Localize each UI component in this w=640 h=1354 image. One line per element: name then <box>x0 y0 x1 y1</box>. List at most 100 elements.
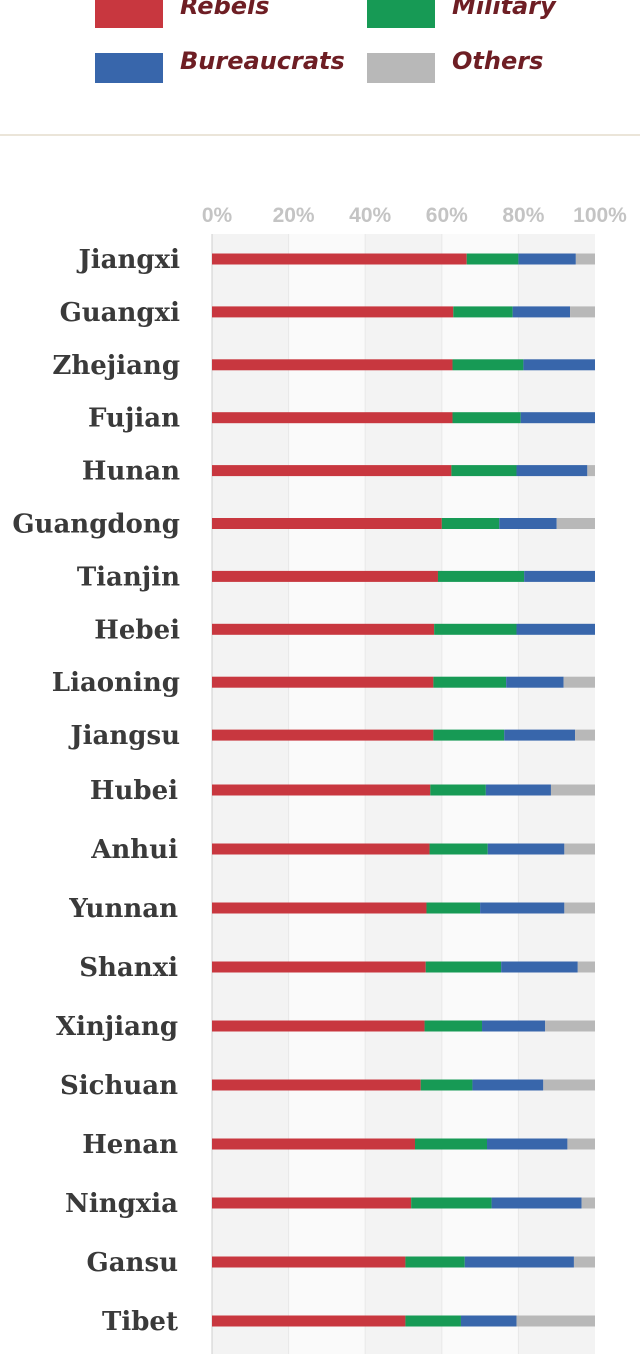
bar-segment-bureaucrats <box>524 570 595 582</box>
legend-swatch-rebels <box>95 0 163 28</box>
bar-segment-others <box>581 1197 595 1209</box>
bar-segment-others <box>550 784 595 796</box>
bar-segment-rebels <box>212 1079 421 1091</box>
legend-swatch-bureaucrats <box>95 53 163 83</box>
category-label: Ningxia <box>65 1189 178 1219</box>
bar-segment-military <box>420 1079 473 1091</box>
bar-segment-rebels <box>212 784 431 796</box>
category-label: Hebei <box>94 615 180 645</box>
bar-segment-others <box>563 676 595 688</box>
bar-segment-rebels <box>212 518 442 529</box>
bar-segment-others <box>567 1138 595 1150</box>
bar-segment-military <box>441 518 500 529</box>
bar-segment-military <box>405 1256 465 1268</box>
bar-segment-others <box>575 253 595 265</box>
bar-segment-rebels <box>212 1020 425 1032</box>
category-label: Tibet <box>102 1307 178 1337</box>
bar-segment-bureaucrats <box>485 784 551 796</box>
bar-segment-bureaucrats <box>482 1020 546 1032</box>
bar-segment-rebels <box>212 306 454 318</box>
bar-segment-bureaucrats <box>506 676 564 688</box>
x-tick-label: 40% <box>349 204 391 227</box>
grid-band <box>212 762 289 1354</box>
bar-segment-bureaucrats <box>464 1256 574 1268</box>
bar-segment-military <box>466 253 519 265</box>
bar-segment-military <box>434 623 517 635</box>
bar-segment-rebels <box>212 570 438 582</box>
category-label: Shanxi <box>79 953 178 983</box>
bar-segment-military <box>452 412 521 424</box>
legend-label-military: Military <box>452 0 556 20</box>
bar-segment-others <box>545 1020 595 1032</box>
bar-segment-bureaucrats <box>501 961 578 973</box>
grid-band <box>518 762 595 1354</box>
bar-segment-rebels <box>212 253 467 265</box>
category-label: Jiangsu <box>68 721 180 751</box>
bar-segment-military <box>451 465 517 477</box>
category-label: Yunnan <box>68 894 178 924</box>
bar-segment-bureaucrats <box>460 1315 517 1327</box>
bar-segment-bureaucrats <box>512 306 571 318</box>
bar-segment-rebels <box>212 623 435 635</box>
bar-segment-rebels <box>212 465 452 477</box>
bar-segment-bureaucrats <box>523 359 595 371</box>
bar-segment-bureaucrats <box>472 1079 544 1091</box>
grid-band <box>365 762 442 1354</box>
grid-band <box>441 234 519 762</box>
legend-divider <box>0 134 640 136</box>
bar-segment-bureaucrats <box>520 412 595 424</box>
bar-segment-others <box>516 1315 595 1327</box>
category-label: Hunan <box>82 457 180 487</box>
category-label: Guangxi <box>60 298 181 328</box>
bar-segment-bureaucrats <box>491 1197 582 1209</box>
legend: Rebels Military Bureaucrats Others <box>0 0 640 136</box>
bar-segment-rebels <box>212 1315 406 1327</box>
category-label: Guangdong <box>12 510 180 540</box>
category-label: Sichuan <box>60 1071 178 1101</box>
bar-segment-military <box>426 902 481 914</box>
bar-segment-bureaucrats <box>516 465 588 477</box>
bar-segment-bureaucrats <box>486 1138 568 1150</box>
bar-segment-bureaucrats <box>516 623 595 635</box>
legend-label-bureaucrats: Bureaucrats <box>180 47 345 75</box>
grid-band <box>518 234 595 762</box>
x-tick-label: 100% <box>573 204 627 227</box>
category-label: Gansu <box>87 1248 179 1278</box>
legend-label-rebels: Rebels <box>180 0 270 20</box>
bar-segment-bureaucrats <box>504 729 576 741</box>
x-tick-label: 0% <box>202 204 233 227</box>
category-label: Tianjin <box>77 562 180 592</box>
bar-segment-rebels <box>212 843 430 855</box>
bar-segment-others <box>575 729 595 741</box>
x-tick-label: 80% <box>502 204 544 227</box>
bar-segment-others <box>564 843 595 855</box>
bar-segment-others <box>556 518 595 529</box>
category-label: Zhejiang <box>52 351 180 381</box>
bar-segment-others <box>587 465 595 477</box>
x-tick-label: 60% <box>426 204 468 227</box>
legend-label-others: Others <box>452 47 544 75</box>
category-label: Jiangxi <box>77 245 181 275</box>
bar-segment-rebels <box>212 729 434 741</box>
category-label: Hubei <box>90 776 178 806</box>
bar-segment-rebels <box>212 359 453 371</box>
category-label: Liaoning <box>52 668 180 698</box>
category-label: Fujian <box>88 404 180 434</box>
bar-segment-military <box>433 676 507 688</box>
bar-segment-rebels <box>212 1138 415 1150</box>
bar-segment-rebels <box>212 412 453 424</box>
bar-segment-military <box>411 1197 492 1209</box>
category-label: Henan <box>82 1130 178 1160</box>
grid-band <box>288 762 366 1354</box>
bar-segment-bureaucrats <box>480 902 565 914</box>
bar-segment-military <box>429 843 488 855</box>
x-tick-label: 20% <box>273 204 315 227</box>
bar-segment-military <box>433 729 505 741</box>
category-label: Xinjiang <box>56 1012 178 1042</box>
bar-segment-military <box>405 1315 461 1327</box>
bar-segment-rebels <box>212 1256 406 1268</box>
bar-segment-rebels <box>212 676 434 688</box>
grid-band <box>441 762 519 1354</box>
bar-segment-others <box>564 902 595 914</box>
